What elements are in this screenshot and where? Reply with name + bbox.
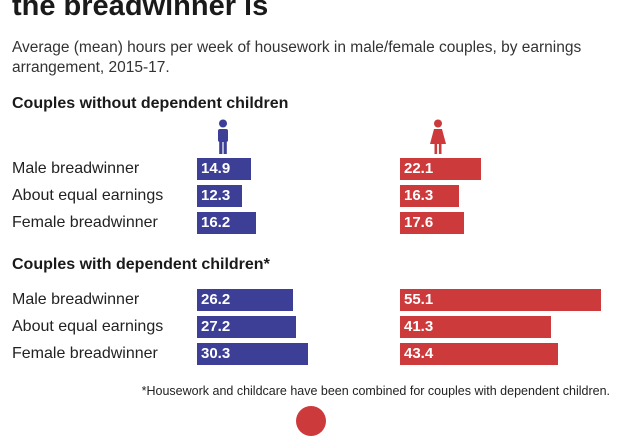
row-label-male-breadwinner: Male breadwinner <box>12 160 140 177</box>
row-label-about-equal-earnings: About equal earnings <box>12 187 164 204</box>
data-label: 12.3 <box>201 187 231 204</box>
bar-male-without-children-female-breadwinner: 16.2 <box>197 212 256 234</box>
female-person-icon <box>430 119 446 154</box>
bar-male-without-children-about-equal: 12.3 <box>197 185 242 207</box>
data-label: 17.6 <box>404 214 434 231</box>
data-label: 14.9 <box>201 160 231 177</box>
footnote: *Housework and childcare have been combi… <box>141 384 610 398</box>
bar-female-with-children-male-breadwinner: 55.1 <box>400 289 601 311</box>
data-label: 16.2 <box>201 214 231 231</box>
data-label: 16.3 <box>404 187 434 204</box>
bar-female-without-children-about-equal: 16.3 <box>400 185 459 207</box>
bar-male-with-children-male-breadwinner: 26.2 <box>197 289 293 311</box>
bar-female-with-children-female-breadwinner: 43.4 <box>400 343 558 365</box>
data-label: 26.2 <box>201 291 231 308</box>
page-title: the breadwinner is <box>12 0 269 22</box>
bar-male-without-children-male-breadwinner: 14.9 <box>197 158 251 180</box>
section-title-with-children: Couples with dependent children* <box>12 256 270 273</box>
bar-male-with-children-about-equal: 27.2 <box>197 316 296 338</box>
data-label: 27.2 <box>201 318 231 335</box>
bar-female-with-children-about-equal: 41.3 <box>400 316 551 338</box>
section-title-without-children: Couples without dependent children <box>12 95 289 112</box>
bar-female-without-children-female-breadwinner: 17.6 <box>400 212 464 234</box>
bar-male-with-children-female-breadwinner: 30.3 <box>197 343 308 365</box>
data-label: 41.3 <box>404 318 434 335</box>
logo-dot <box>296 406 326 436</box>
bar-female-without-children-male-breadwinner: 22.1 <box>400 158 481 180</box>
row-label-about-equal-earnings: About equal earnings <box>12 318 164 335</box>
chart-subtitle: Average (mean) hours per week of housewo… <box>12 39 582 76</box>
male-person-icon <box>218 119 228 154</box>
row-label-female-breadwinner: Female breadwinner <box>12 214 158 231</box>
data-label: 55.1 <box>404 291 434 308</box>
data-label: 22.1 <box>404 160 434 177</box>
data-label: 30.3 <box>201 345 231 362</box>
row-label-male-breadwinner: Male breadwinner <box>12 291 140 308</box>
data-label: 43.4 <box>404 345 434 362</box>
row-label-female-breadwinner: Female breadwinner <box>12 345 158 362</box>
